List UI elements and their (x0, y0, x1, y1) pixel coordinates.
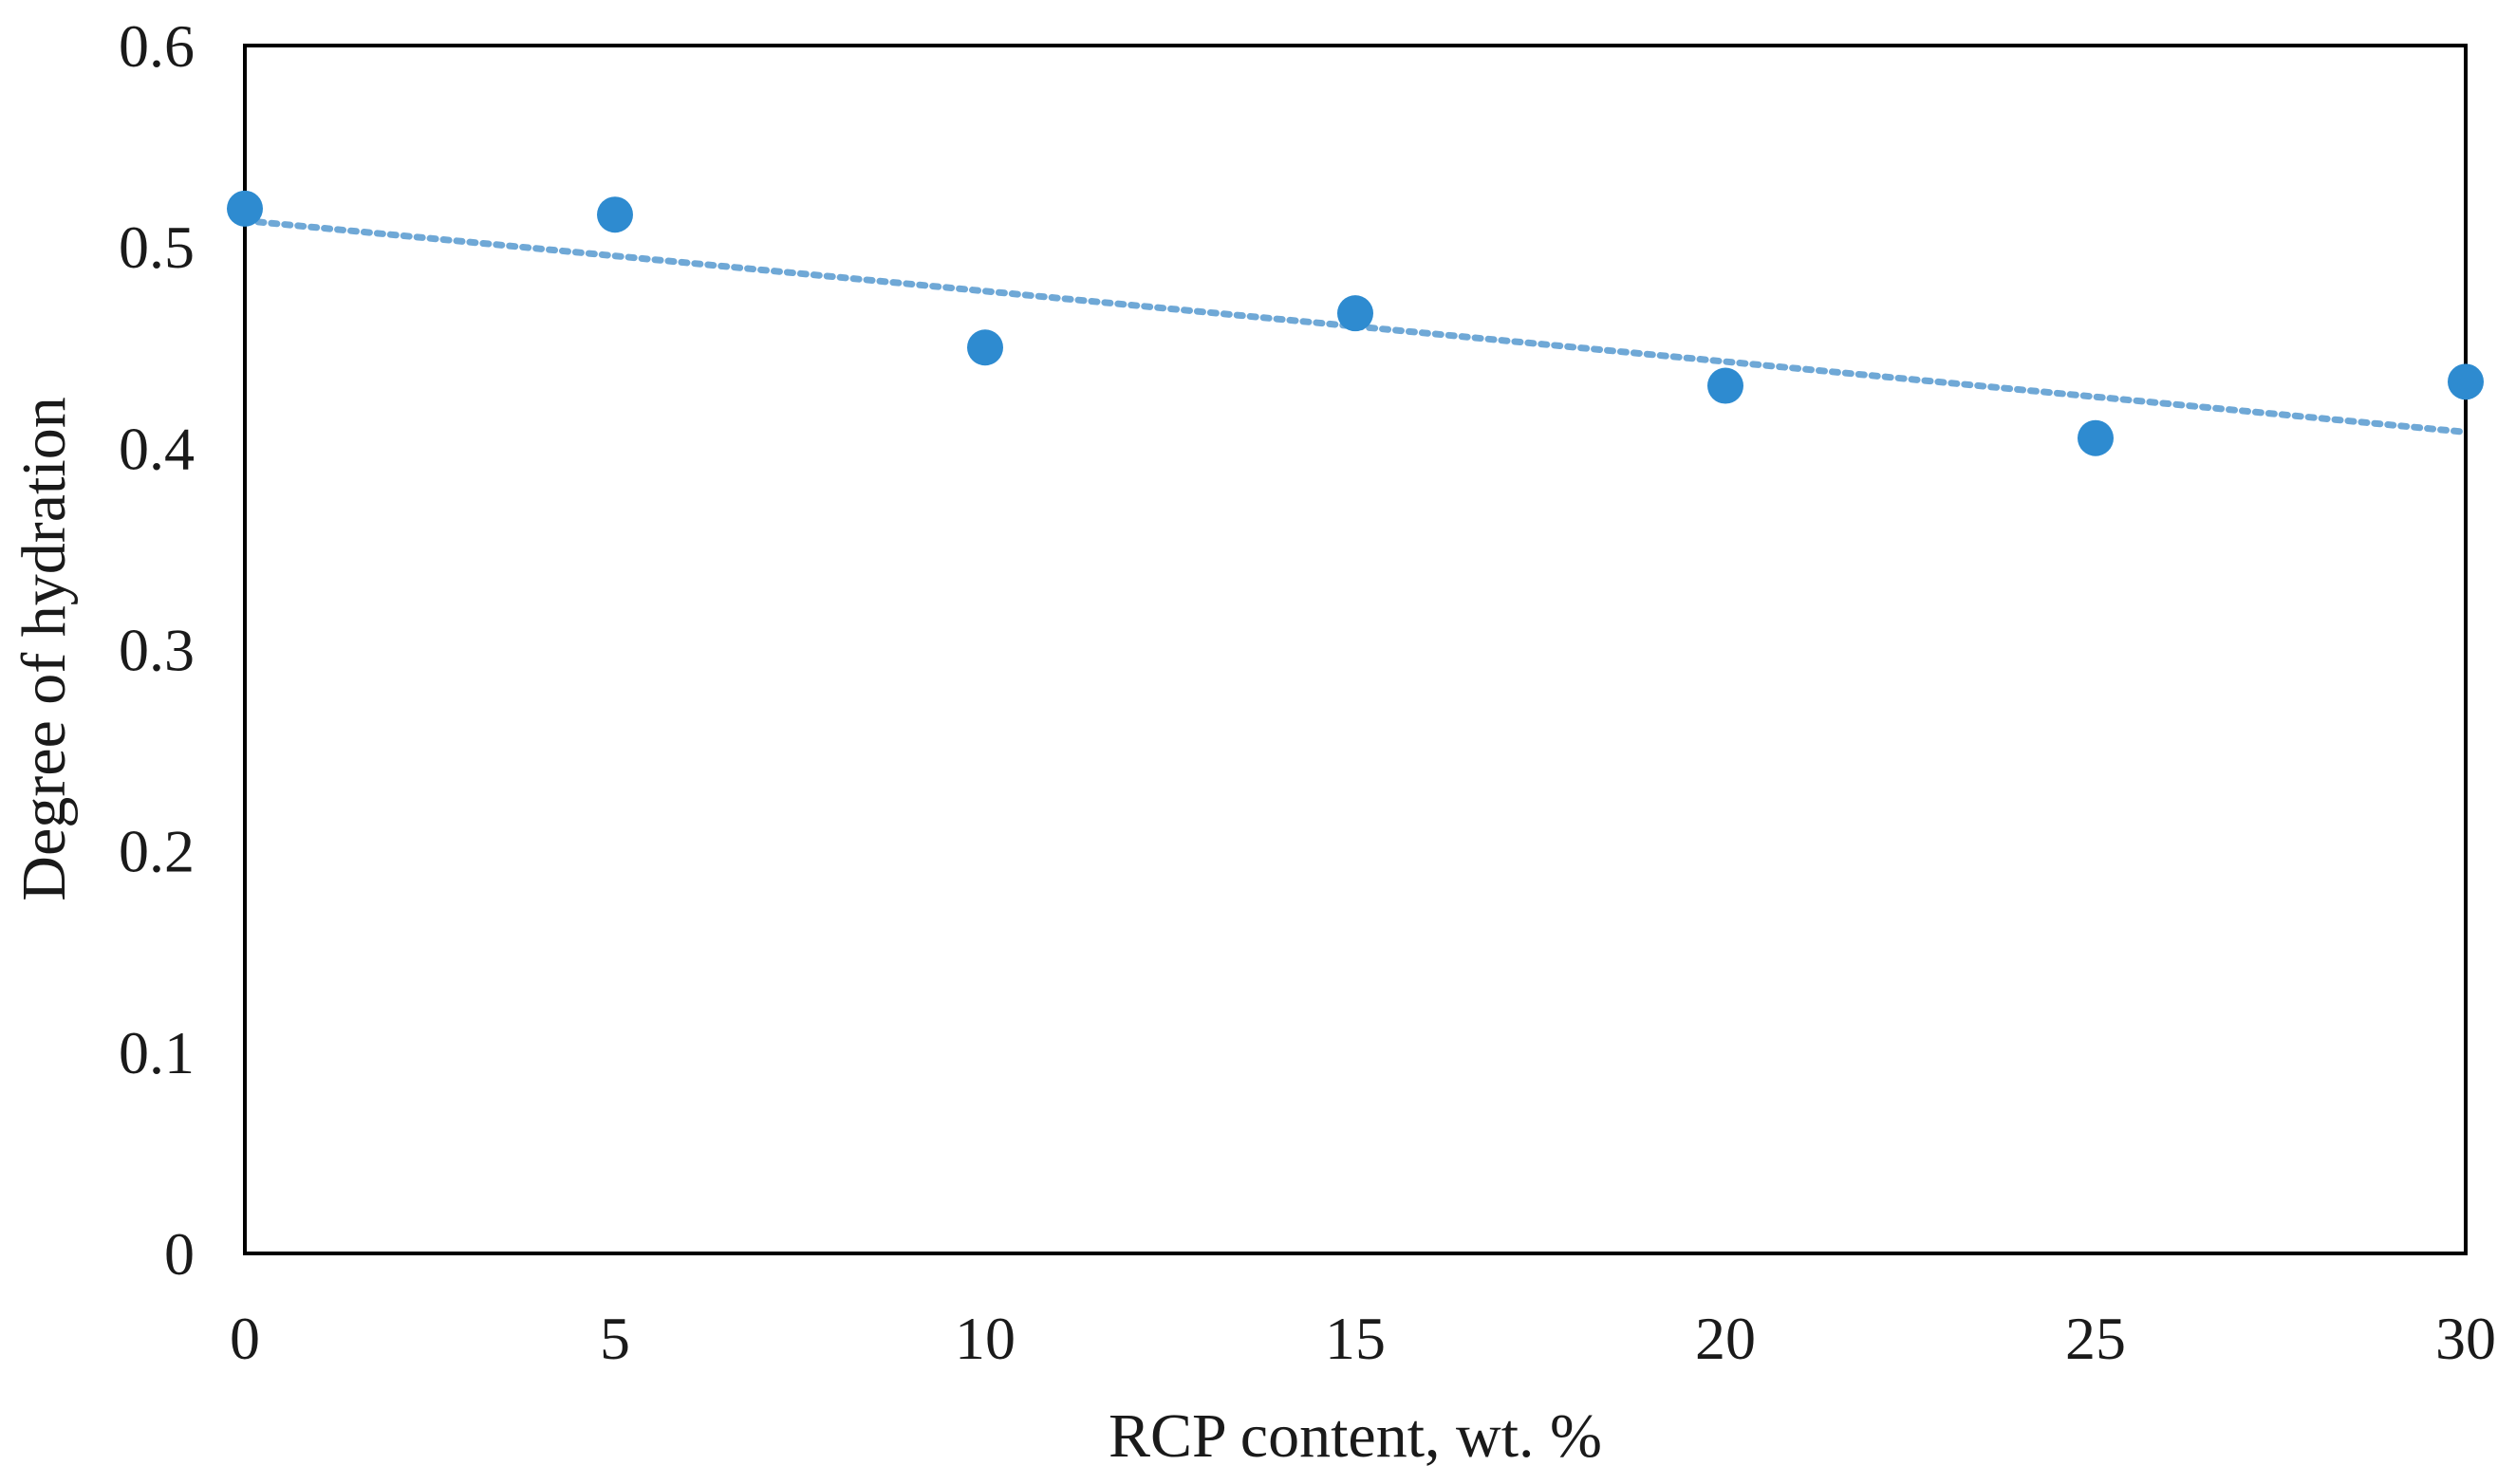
y-tick-label: 0.4 (119, 415, 195, 482)
x-tick-label: 0 (230, 1305, 260, 1372)
x-tick-label: 20 (1695, 1305, 1756, 1372)
data-point (227, 190, 263, 227)
plot-area (243, 44, 2468, 1255)
data-point (1707, 367, 1743, 404)
data-point (597, 196, 633, 233)
x-axis-title: RCP content, wt. % (1109, 1401, 1602, 1471)
y-tick-label: 0 (164, 1220, 195, 1288)
data-point (2448, 363, 2484, 400)
y-tick-label: 0.2 (119, 818, 195, 885)
y-tick-label: 0.3 (119, 617, 195, 684)
data-point (967, 329, 1003, 366)
data-point (2078, 419, 2114, 456)
y-tick-label: 0.5 (119, 213, 195, 281)
x-tick-label: 30 (2435, 1305, 2496, 1372)
data-point (1337, 295, 1373, 332)
y-tick-label: 0.1 (119, 1019, 195, 1086)
x-tick-label: 10 (955, 1305, 1016, 1372)
y-tick-labels: 0 0.1 0.2 0.3 0.4 0.5 0.6 (119, 12, 195, 1288)
data-points (227, 190, 2484, 456)
x-tick-labels: 0 5 10 15 20 25 30 (230, 1305, 2496, 1372)
x-tick-label: 25 (2065, 1305, 2126, 1372)
y-axis-title: Degree of hydration (9, 397, 79, 900)
y-tick-label: 0.6 (119, 12, 195, 80)
x-tick-label: 15 (1325, 1305, 1386, 1372)
x-tick-label: 5 (600, 1305, 630, 1372)
